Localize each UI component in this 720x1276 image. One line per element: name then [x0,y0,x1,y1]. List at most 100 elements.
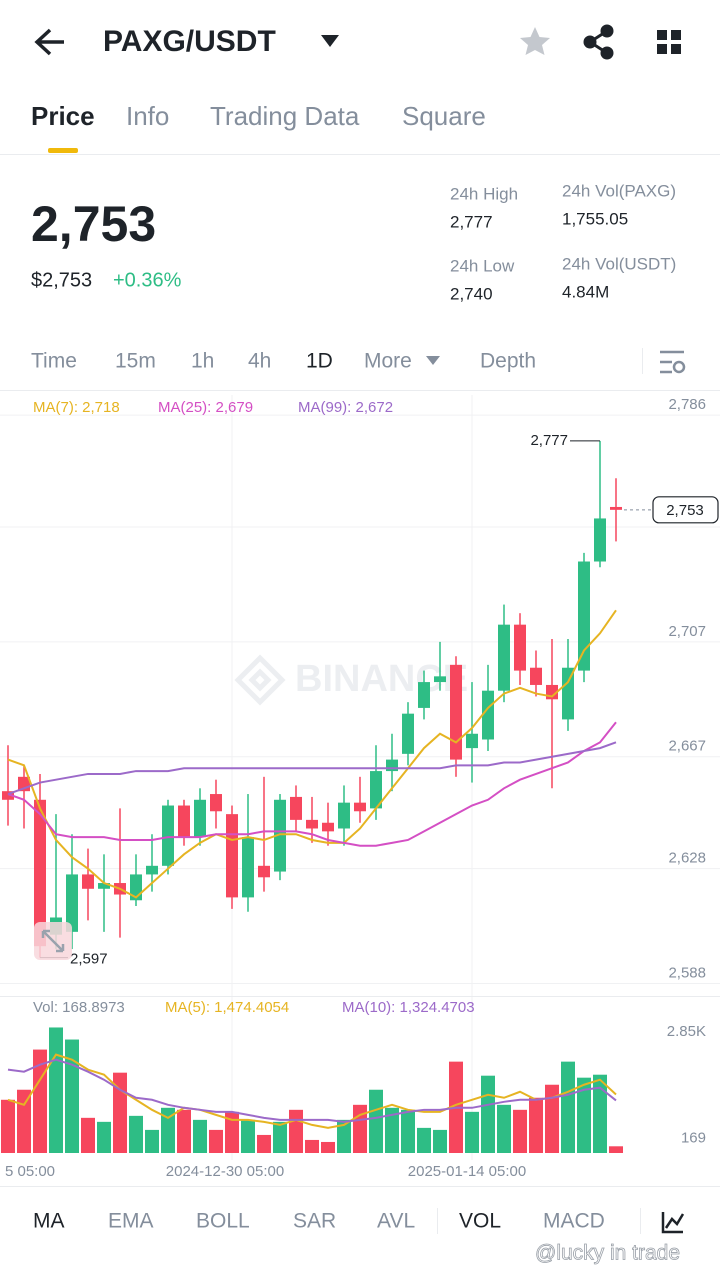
watermark-logo [234,654,286,706]
candle-body [242,837,254,898]
volume-bar [81,1117,95,1153]
volume-ma-line [7,1053,617,1129]
indicator-tab[interactable]: BOLL [196,1210,250,1233]
pair-title[interactable]: PAXG/USDT [103,25,276,58]
volume-bar [257,1134,271,1153]
candle-body [178,805,190,838]
candle-body [146,865,158,875]
volume-bar [385,1107,399,1153]
candle-body [306,819,318,829]
more-dropdown[interactable] [426,356,440,365]
candle-body [354,802,366,812]
volume-legend-entry: MA(5): 1,474.4054 [165,999,289,1016]
candle-body [194,799,206,838]
indicator-tab[interactable]: SAR [293,1210,336,1233]
volume-legend: Vol: 168.8973 [33,999,125,1016]
x-tick-label: 2025-01-14 05:00 [408,1163,526,1180]
volume-bar [97,1121,111,1153]
tab[interactable]: Trading Data [210,101,360,131]
menu-grid[interactable] [657,30,681,54]
stat-label: 24h Vol(PAXG) [562,181,676,200]
volume-bar [225,1111,239,1153]
high-label: 2,777 [530,432,568,449]
candle-body [66,874,78,932]
indicator-tab[interactable]: AVL [377,1210,415,1233]
interval[interactable]: Time [31,350,77,373]
volume-legend-entry: MA(10): 1,324.4703 [342,999,475,1016]
share-button[interactable] [583,24,614,60]
volume-bar [497,1104,511,1153]
volume-bar [129,1115,143,1153]
indicator-tab[interactable]: MACD [543,1210,605,1233]
candle-body [338,802,350,829]
tab[interactable]: Price [31,101,95,131]
volume-bar [353,1104,367,1153]
interval[interactable]: 1h [191,350,214,373]
volume-bar [481,1075,495,1153]
candle-body [98,883,110,889]
stat-value: 2,777 [450,212,493,231]
volume-bar [241,1119,255,1153]
volume-bar [161,1107,175,1153]
pair-dropdown[interactable] [321,35,339,47]
legend-entry: MA(99): 2,672 [298,399,393,416]
indicator-settings[interactable] [661,1212,685,1234]
candle-body [466,733,478,749]
back-button[interactable] [34,28,64,56]
candle-body [594,518,606,562]
candle-body [274,799,286,872]
interval[interactable]: More [364,350,412,373]
volume-tick-label: 169 [681,1129,706,1146]
volume-bar [65,1039,79,1153]
tab[interactable]: Square [402,101,486,131]
y-tick-label: 2,588 [668,964,706,981]
divider [0,154,720,155]
favorite-star[interactable] [520,27,550,55]
candle-body [402,713,414,754]
divider [0,996,720,997]
volume-bar [401,1109,415,1153]
stat-label: 24h High [450,184,518,203]
current-price-box [652,496,719,524]
interval[interactable]: 1D [306,350,333,373]
candle-body [290,796,302,820]
candle-body [562,667,574,720]
x-tick-label: 5 05:00 [5,1163,55,1180]
candle-body [578,561,590,671]
indicator-tab[interactable]: MA [33,1210,65,1233]
indicator-tab[interactable]: EMA [108,1210,154,1233]
interval[interactable]: Depth [480,350,536,373]
expand-button[interactable] [34,922,72,960]
volume-bar [337,1119,351,1153]
tab-indicator [48,148,78,153]
volume-bar [465,1111,479,1153]
candle-body [514,624,526,671]
ma-line [7,609,617,899]
candle-body [498,624,510,691]
interval[interactable]: 15m [115,350,156,373]
separator [640,1208,641,1234]
tab[interactable]: Info [126,101,169,131]
candle-body [322,822,334,832]
candle-body [34,799,46,947]
volume-bar [273,1121,287,1153]
volume-bar [369,1089,383,1153]
candle-body [258,865,270,878]
volume-bar [609,1146,623,1153]
indicator-tab[interactable]: VOL [459,1210,501,1233]
stat-label: 24h Vol(USDT) [562,254,676,273]
candle-body [530,667,542,685]
volume-bar [17,1089,31,1153]
volume-bar [145,1129,159,1153]
ma-line [7,721,617,847]
volume-bar [513,1109,527,1153]
chart-settings[interactable] [660,350,686,374]
volume-bar [193,1119,207,1153]
candle-body [370,771,382,809]
interval[interactable]: 4h [248,350,271,373]
fiat-price: $2,753 [31,269,92,291]
stat-value: 4.84M [562,282,609,301]
stat-value: 1,755.05 [562,209,628,228]
last-price: 2,753 [31,196,156,252]
price-change: +0.36% [113,269,182,291]
